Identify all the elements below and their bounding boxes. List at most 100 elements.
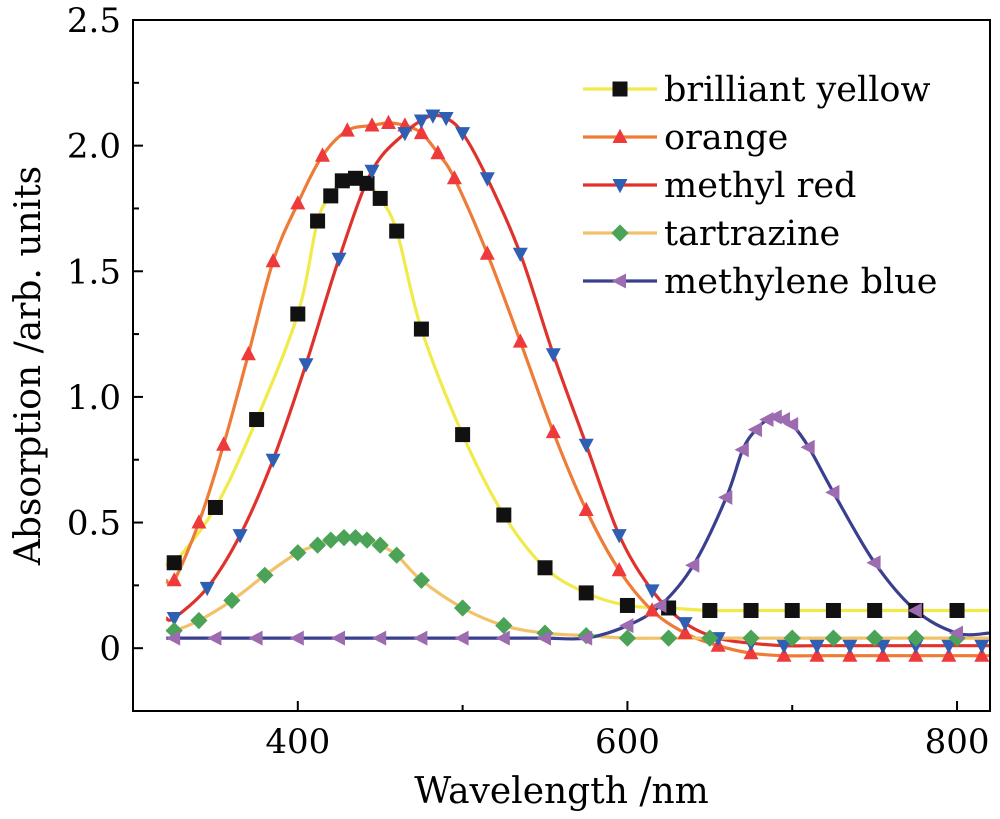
markers-layer xyxy=(165,109,990,662)
tartrazine-point xyxy=(907,629,925,647)
legend-label-brilliant-yellow: brilliant yellow xyxy=(664,70,930,110)
x-tick-label: 400 xyxy=(265,722,330,762)
tartrazine-point xyxy=(824,629,843,647)
y-tick-label: 2.0 xyxy=(67,127,121,167)
orange-point xyxy=(941,647,957,662)
methylene-blue-line xyxy=(166,415,990,641)
orange-point xyxy=(875,647,891,662)
methylene-blue-point xyxy=(454,630,469,646)
brilliant-yellow-point xyxy=(743,602,759,618)
methyl-red-point xyxy=(842,639,858,654)
x-tick-label: 600 xyxy=(595,722,660,762)
orange-point xyxy=(446,170,462,185)
tartrazine-point xyxy=(309,536,327,554)
tartrazine-point xyxy=(660,629,678,647)
brilliant-yellow-point xyxy=(359,175,375,191)
brilliant-yellow-point xyxy=(578,585,594,601)
brilliant-yellow-point xyxy=(323,188,339,204)
brilliant-yellow-point xyxy=(389,223,405,239)
curves-layer xyxy=(164,113,990,658)
methyl-red-point xyxy=(908,639,924,654)
legend: brilliant yellow orange methyl red tartrazi… xyxy=(583,70,937,302)
tartrazine-point xyxy=(256,566,274,584)
tartrazine-point xyxy=(371,536,389,554)
tartrazine-point xyxy=(701,629,719,647)
y-axis-title: Absorption /arb. units xyxy=(8,166,49,566)
y-tick-label: 0 xyxy=(99,629,121,669)
legend-label-methyl-red: methyl red xyxy=(664,166,856,206)
tartrazine-point xyxy=(412,571,430,589)
brilliant-yellow-point xyxy=(825,602,841,618)
brilliant-yellow-point xyxy=(166,555,182,571)
tartrazine-point xyxy=(289,544,307,562)
orange-point xyxy=(240,345,256,361)
orange-point xyxy=(578,501,594,516)
methyl-red-point xyxy=(677,617,693,632)
brilliant-yellow-point xyxy=(867,602,883,618)
orange-point xyxy=(842,647,858,662)
methyl-red-point xyxy=(331,252,347,267)
methyl-red-point xyxy=(232,529,248,544)
methyl-red-point xyxy=(578,438,594,453)
methylene-blue-point xyxy=(166,630,181,646)
methylene-blue-point xyxy=(747,422,762,438)
methylene-blue-point xyxy=(248,630,263,646)
tartrazine-line xyxy=(165,535,989,640)
methylene-blue-point xyxy=(652,598,667,613)
methyl-red-point xyxy=(364,164,380,179)
methyl-red-point xyxy=(413,114,429,129)
orange-point xyxy=(430,144,446,160)
methyl-red-point xyxy=(479,172,495,187)
methylene-blue-point xyxy=(866,555,881,571)
orange-point xyxy=(743,645,759,660)
tartrazine-point xyxy=(346,529,365,547)
brilliant-yellow-point xyxy=(949,602,965,618)
tartrazine-point xyxy=(454,599,472,617)
brilliant-yellow-point xyxy=(537,560,553,576)
orange-point xyxy=(339,122,355,137)
methyl-red-point xyxy=(941,639,957,654)
orange-line xyxy=(164,121,989,658)
methyl-red-point xyxy=(875,639,891,654)
methylene-blue-point xyxy=(207,630,222,646)
brilliant-yellow-point xyxy=(496,507,512,523)
orange-point xyxy=(908,647,924,662)
brilliant-yellow-point xyxy=(334,173,350,189)
methylene-blue-point xyxy=(495,630,510,646)
y-tick-label: 2.5 xyxy=(67,1,121,41)
methylene-blue-point xyxy=(330,630,345,646)
x-axis-title: Wavelength /nm xyxy=(414,771,709,812)
orange-point xyxy=(364,117,380,132)
orange-point xyxy=(545,423,561,439)
methyl-red-point xyxy=(265,453,281,468)
methyl-red-point xyxy=(438,112,454,127)
methylene-blue-point xyxy=(289,630,304,646)
tartrazine-point xyxy=(388,546,406,564)
orange-point xyxy=(809,647,825,662)
brilliant-yellow-point xyxy=(310,213,326,229)
methyl-red-point xyxy=(166,612,182,627)
axis-ticks xyxy=(132,19,959,711)
legend-marker-tartrazine xyxy=(611,224,629,242)
methyl-red-point xyxy=(425,109,441,124)
y-tick-label: 1.0 xyxy=(67,378,121,418)
brilliant-yellow-point xyxy=(207,499,223,515)
tartrazine-point xyxy=(742,629,760,647)
brilliant-yellow-point xyxy=(347,170,363,186)
methyl-red-point xyxy=(809,639,825,654)
legend-label-orange: orange xyxy=(664,118,788,158)
legend-marker-brilliant-yellow xyxy=(612,81,628,97)
orange-point xyxy=(776,647,792,662)
tartrazine-point xyxy=(495,616,513,635)
x-tick-label: 800 xyxy=(925,722,990,762)
methylene-blue-point xyxy=(619,618,634,634)
brilliant-yellow-point xyxy=(619,597,635,613)
legend-marker-methylene-blue xyxy=(611,273,626,289)
tartrazine-point xyxy=(335,529,353,547)
tartrazine-point xyxy=(618,629,636,647)
methyl-red-point xyxy=(512,247,528,262)
orange-point xyxy=(677,624,693,640)
tartrazine-point xyxy=(866,629,884,647)
axis-tick-labels: 400 600 800 0 0.5 1.0 1.5 2.0 2.5 xyxy=(67,1,990,762)
